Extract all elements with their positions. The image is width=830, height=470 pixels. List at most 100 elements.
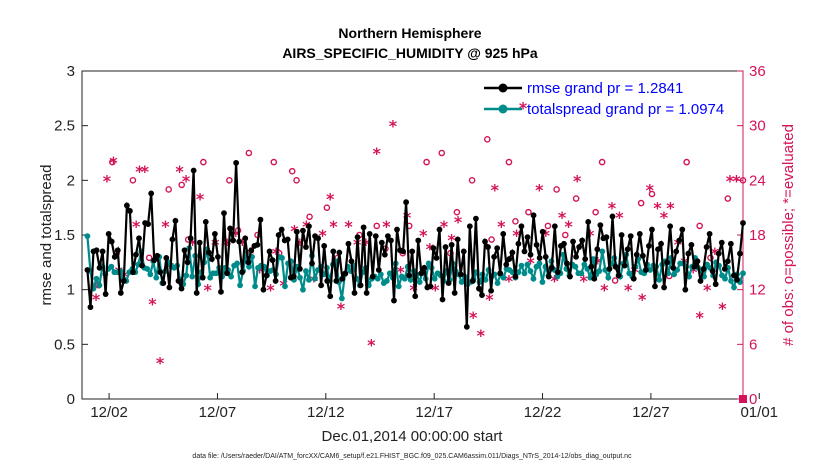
obs-evaluated-point: * <box>535 180 544 199</box>
legend-spread-label: totalspread grand pr = 1.0974 <box>527 101 724 118</box>
obs-evaluated-point: * <box>646 180 655 199</box>
rmse-point <box>306 223 312 230</box>
rmse-point <box>664 259 671 266</box>
spread-point <box>306 276 312 283</box>
rmse-point <box>187 235 194 242</box>
spread-point <box>386 270 393 277</box>
rmse-point <box>227 225 233 232</box>
rmse-point <box>697 278 704 284</box>
y2-axis-label: # of obs: o=possible; *=evaluated <box>780 124 797 346</box>
rmse-point <box>445 280 452 287</box>
rmse-point <box>588 263 595 270</box>
rmse-point <box>93 247 100 254</box>
rmse-point <box>700 265 707 272</box>
spread-point <box>213 270 220 277</box>
rmse-point <box>473 215 479 222</box>
rmse-point <box>381 251 388 258</box>
rmse-point <box>688 241 695 248</box>
rmse-point <box>369 273 376 280</box>
rmse-point <box>482 238 488 245</box>
obs-possible-point <box>598 158 606 166</box>
obs-evaluated-point: * <box>175 162 184 181</box>
rmse-point <box>321 243 328 249</box>
obs-zero-marker <box>739 395 747 403</box>
spread-point <box>183 272 190 279</box>
rmse-point <box>488 287 494 294</box>
spread-point <box>740 270 746 277</box>
obs-evaluated-point: * <box>373 144 382 163</box>
spread-point <box>234 260 240 267</box>
spread-point <box>524 261 531 268</box>
obs-possible-point <box>724 195 732 202</box>
rmse-point <box>269 257 276 264</box>
obs-evaluated-point: * <box>426 240 435 259</box>
rmse-point <box>646 243 652 249</box>
obs-possible-point <box>423 158 430 166</box>
rmse-point <box>576 244 583 250</box>
obs-possible-point <box>438 149 446 157</box>
obs-possible-point <box>572 195 580 202</box>
spread-point <box>647 267 654 273</box>
obs-evaluated-point: * <box>318 226 327 245</box>
rmse-point <box>178 285 185 292</box>
rmse-point <box>415 237 422 244</box>
rmse-point <box>524 234 531 241</box>
rmse-point <box>740 220 746 226</box>
rmse-point <box>509 249 516 256</box>
rmse-point <box>309 260 315 267</box>
rmse-point <box>260 286 267 293</box>
obs-evaluated-point: * <box>132 217 141 236</box>
rmse-point <box>360 224 367 231</box>
rmse-point <box>160 280 167 287</box>
obs-evaluated-point: * <box>573 171 582 190</box>
spread-point <box>686 273 693 280</box>
y-tick-label: 1 <box>67 282 75 299</box>
rmse-point <box>615 272 622 279</box>
rmse-point <box>573 253 579 260</box>
rmse-point <box>466 223 473 230</box>
rmse-point <box>721 265 728 272</box>
spread-point <box>279 255 285 261</box>
obs-possible-point <box>270 158 278 166</box>
obs-evaluated-point: * <box>703 281 712 300</box>
spread-point <box>395 283 402 290</box>
spread-point <box>237 282 243 289</box>
rmse-point <box>196 239 203 246</box>
rmse-point <box>169 236 176 243</box>
legend: rmse grand pr = 1.2841 totalspread grand… <box>484 80 724 118</box>
obs-evaluated-point: * <box>396 262 405 281</box>
obs-evaluated-point: * <box>512 226 521 245</box>
spread-point <box>518 262 525 269</box>
rmse-point <box>500 231 507 237</box>
rmse-point <box>658 240 664 247</box>
spread-point <box>407 276 414 283</box>
rmse-point <box>148 190 155 197</box>
rmse-point <box>372 233 379 239</box>
obs-evaluated-point: * <box>711 244 720 263</box>
y2-tick-label: 36 <box>749 63 766 80</box>
rmse-point <box>166 284 173 291</box>
rmse-point <box>339 275 346 282</box>
rmse-point <box>718 239 725 246</box>
obs-evaluated-point: * <box>148 294 157 313</box>
spread-point <box>144 265 151 272</box>
obs-possible-point <box>145 254 153 262</box>
obs-evaluated-point: * <box>419 226 428 245</box>
rmse-point <box>442 244 449 250</box>
obs-possible-point <box>306 213 313 221</box>
rmse-point <box>327 293 334 300</box>
rmse-point <box>724 258 731 265</box>
rmse-point <box>691 263 698 270</box>
rmse-point <box>479 292 485 299</box>
obs-evaluated-point: * <box>161 217 170 236</box>
rmse-point <box>633 251 640 258</box>
rmse-point <box>84 267 91 273</box>
rmse-point <box>491 253 498 260</box>
spread-point <box>96 282 103 289</box>
obs-evaluated-point: * <box>141 162 150 181</box>
rmse-point <box>105 231 112 237</box>
obs-evaluated-point: * <box>600 281 609 300</box>
rmse-point <box>151 257 158 264</box>
legend-spread-marker <box>498 104 508 114</box>
obs-evaluated-point: * <box>329 217 338 236</box>
